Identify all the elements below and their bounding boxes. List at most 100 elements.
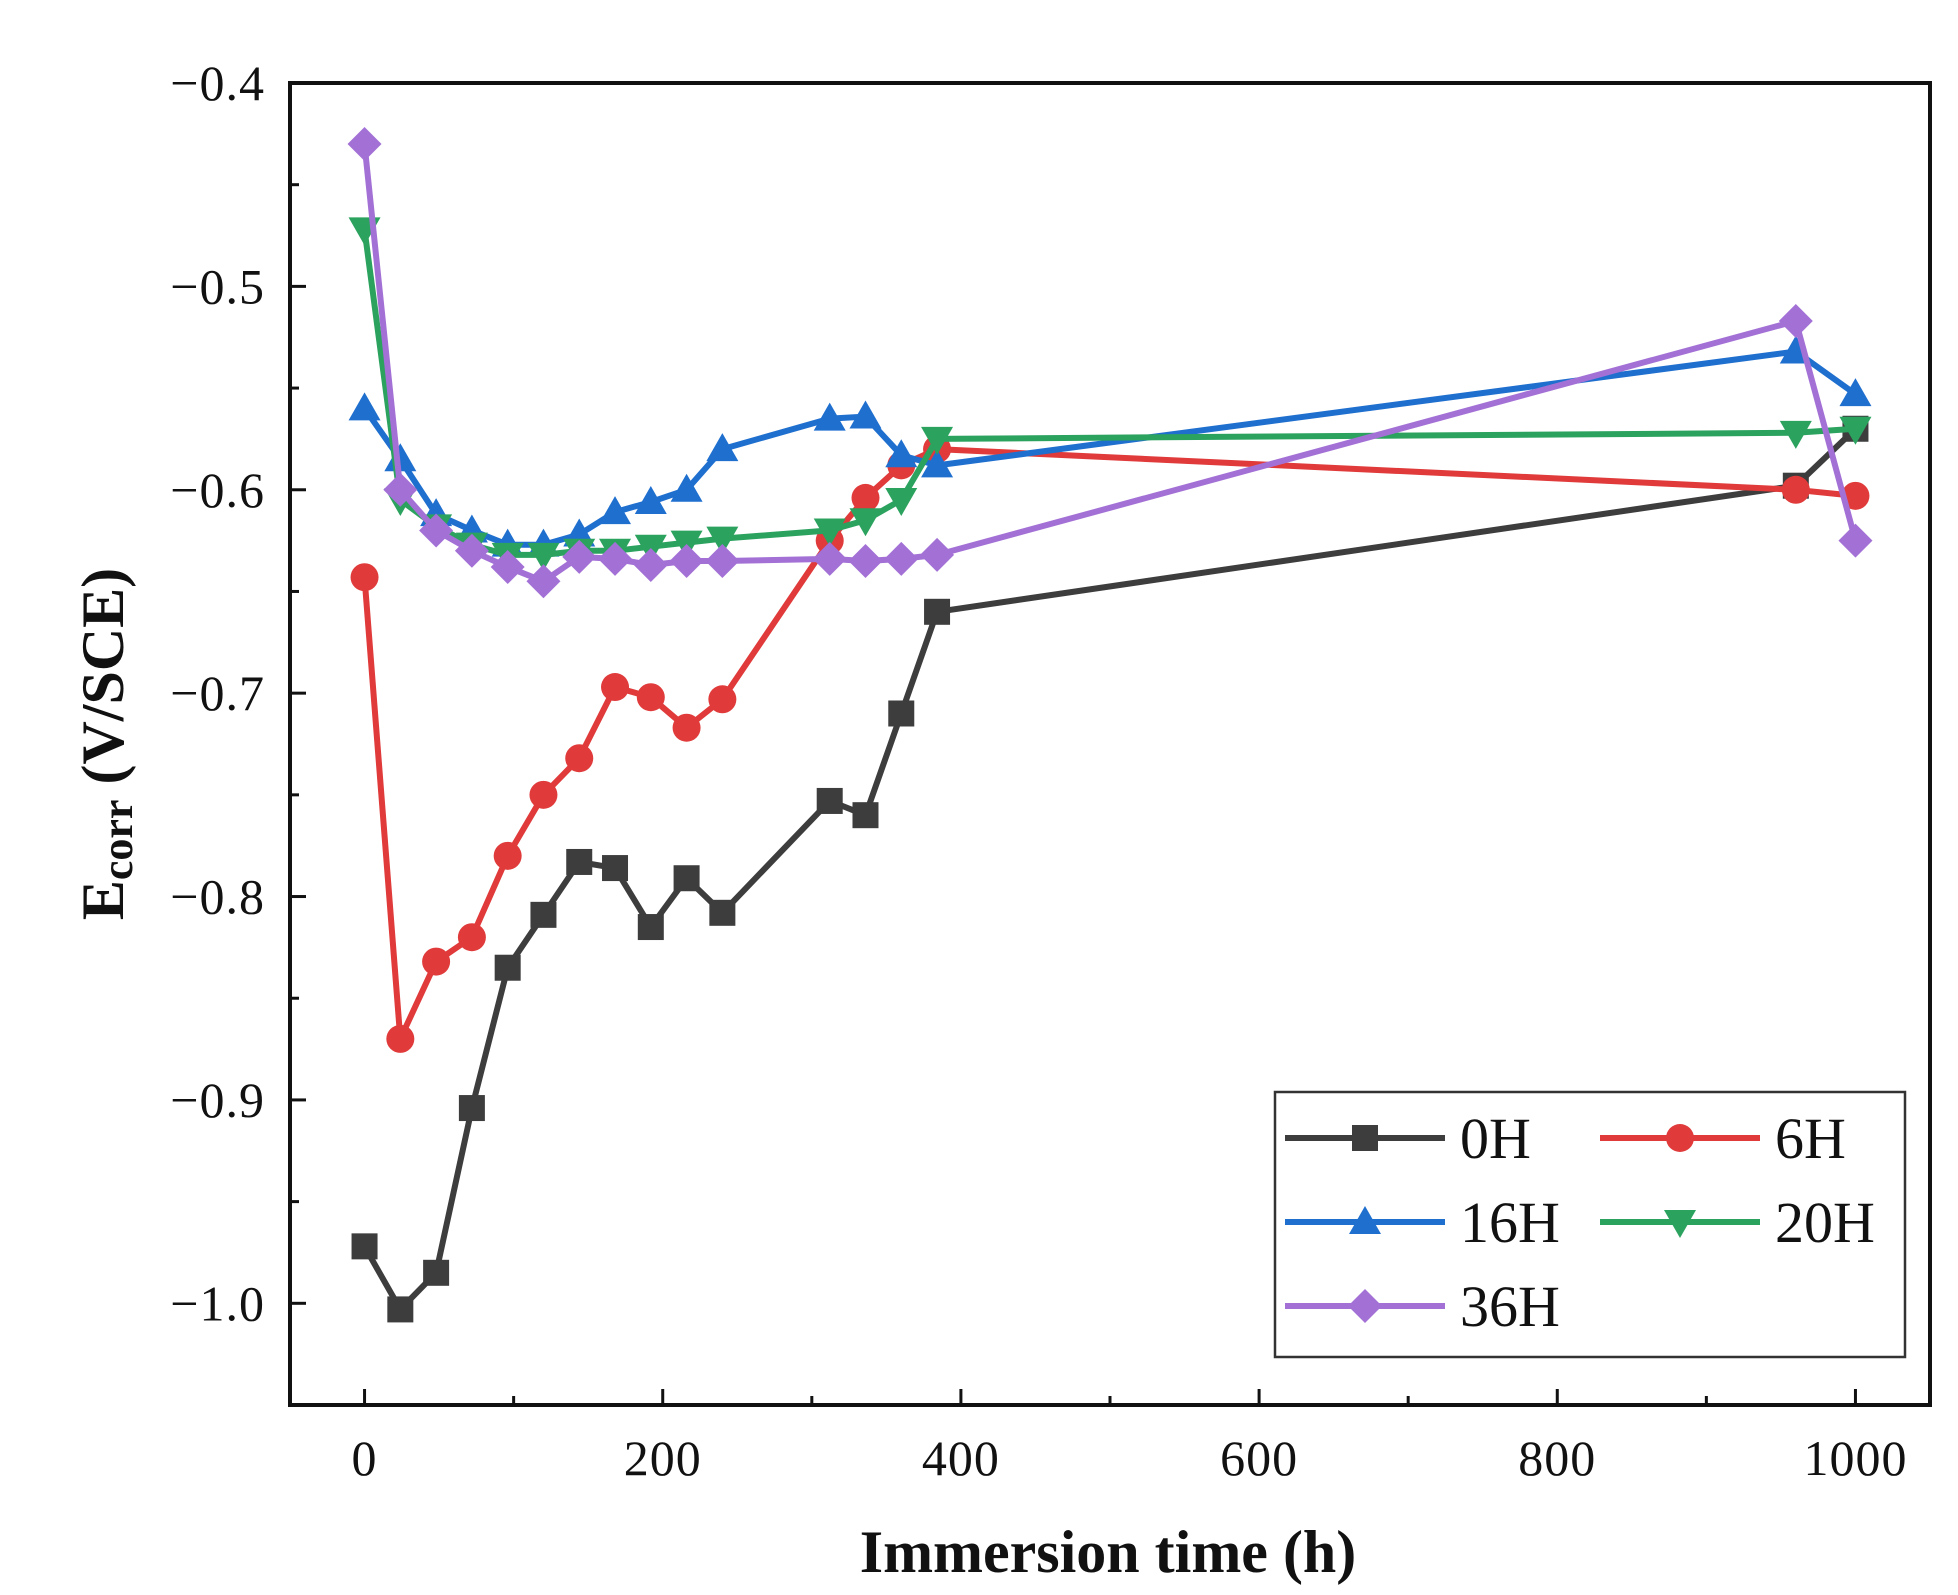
y-axis-title-subscript: corr [93,800,142,881]
data-point [454,533,489,568]
series-36H [347,127,1873,599]
data-point [351,1233,378,1260]
data-point [562,539,597,574]
data-point [812,541,847,576]
legend-marker [1349,1206,1381,1234]
data-point [350,563,379,592]
y-axis: −0.4 −0.5 −0.6 −0.7 −0.8 −0.9 −1.0 [170,55,306,1407]
legend-marker [1664,1210,1696,1238]
x-tick-label: 0 [352,1430,378,1486]
data-point [348,392,381,421]
legend-label: 0H [1460,1106,1531,1171]
y-tick-label: −1.0 [170,1275,265,1331]
legend: 0H 6H 16H 20H 36H [1273,1090,1907,1359]
data-point [383,472,418,507]
data-point [709,899,736,926]
y-tick-label: −0.5 [170,258,265,314]
data-point [526,564,561,599]
y-tick-label: −0.4 [170,55,265,111]
data-point [1839,416,1872,445]
data-point [1779,420,1812,449]
data-point [601,673,630,702]
plot-frame [288,81,1932,1407]
data-point [706,433,739,462]
data-point [599,496,632,525]
data-point [634,485,667,514]
data-point [852,802,879,829]
x-tick-label: 400 [922,1430,1000,1486]
y-tick-label: −0.8 [170,869,265,925]
data-point [849,508,882,537]
data-point [884,541,919,576]
x-tick-label: 800 [1518,1430,1596,1486]
data-point [598,541,633,576]
x-tick-label: 200 [624,1430,702,1486]
data-point [386,1024,415,1053]
data-point [813,402,846,431]
data-point [1778,303,1813,338]
data-point [637,914,664,941]
data-point [708,685,737,714]
legend-label: 6H [1775,1106,1846,1171]
data-point [422,947,451,976]
x-tick-label: 600 [1220,1430,1298,1486]
data-point [527,542,560,571]
x-axis: 0 200 400 600 800 1000 [352,1389,1907,1486]
data-point [670,473,703,502]
data-point [565,744,594,773]
data-point [387,1296,414,1323]
y-tick-label: −0.7 [170,665,265,721]
data-point [490,550,525,585]
data-point [530,901,557,928]
data-point [1839,378,1872,407]
data-point [529,780,558,809]
legend-marker [1666,1124,1694,1152]
legend-label: 20H [1775,1190,1875,1255]
legend-entry-0H: 0H [1285,1106,1531,1171]
data-point [673,865,700,892]
x-tick-label: 1000 [1803,1430,1907,1486]
data-point [669,543,704,578]
legend-marker [1348,1289,1382,1323]
data-point [1781,475,1810,504]
data-point [921,426,954,455]
legend-entry-6H: 6H [1600,1106,1846,1171]
data-point [885,439,918,468]
data-point [423,1259,450,1286]
plot-area [347,127,1873,1323]
legend-entry-20H: 20H [1600,1190,1875,1255]
data-point [633,548,668,583]
data-point [457,923,486,952]
data-point [1841,481,1870,510]
data-point [602,855,629,882]
series-0H [351,415,1869,1323]
data-point [888,700,915,727]
data-point [494,954,521,981]
legend-label: 16H [1460,1190,1560,1255]
data-point [924,598,951,625]
legend-entry-16H: 16H [1285,1190,1560,1255]
data-point [816,787,843,814]
data-point [921,449,954,478]
data-point [419,513,454,548]
y-axis-title-main: E [70,880,136,920]
data-point [672,713,701,742]
data-point [347,127,382,162]
data-point [493,841,522,870]
data-point [813,518,846,547]
legend-entry-36H: 36H [1285,1274,1560,1339]
legend-marker [1352,1125,1378,1151]
data-point [706,526,739,555]
data-point [384,443,417,472]
y-tick-label: −0.6 [170,462,265,518]
data-point [848,543,883,578]
data-point [1838,523,1873,558]
data-point [458,1095,485,1122]
legend-label: 36H [1460,1274,1560,1339]
data-point [636,683,665,712]
y-axis-title-unit: (V/SCE) [70,568,136,800]
x-axis-title: Immersion time (h) [860,1519,1357,1585]
data-point [849,400,882,429]
data-point [705,543,740,578]
